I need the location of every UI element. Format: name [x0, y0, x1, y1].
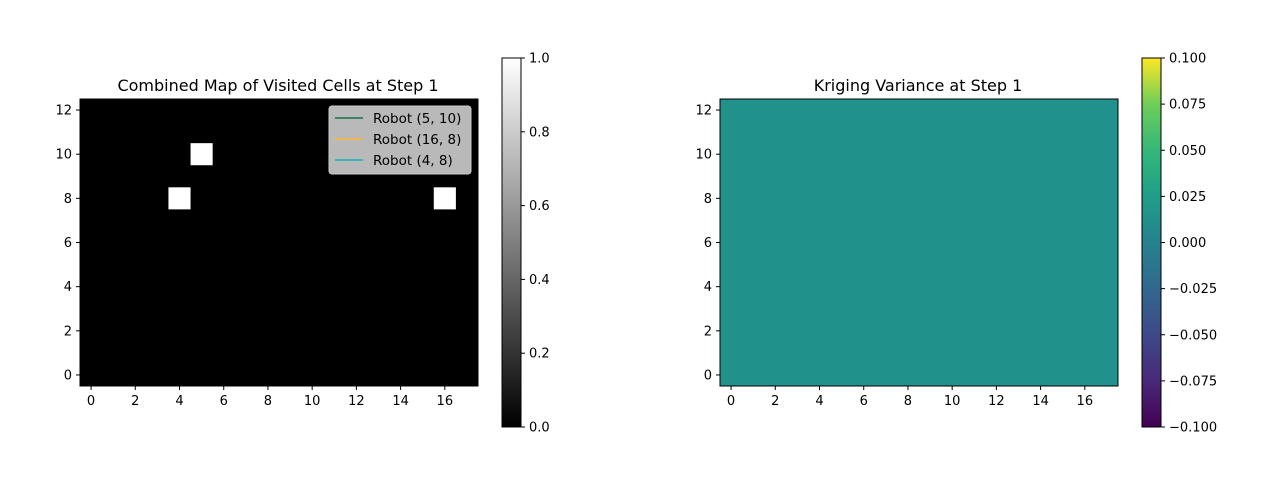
colorbar-tick-label: 0.2: [529, 347, 550, 362]
visited-cell: [190, 143, 213, 166]
colorbar-tick-label: 1.0: [529, 52, 550, 67]
y-tick-label: 6: [704, 236, 712, 251]
y-tick-label: 4: [64, 280, 72, 295]
x-tick-label: 0: [87, 394, 95, 409]
colorbar-tick-label: 0.8: [529, 125, 550, 140]
colorbar-tick-label: 0.4: [529, 273, 550, 288]
colorbar-tick-label: 0.000: [1169, 236, 1206, 251]
y-tick-label: 2: [64, 324, 72, 339]
colorbar: −0.100 −0.075 −0.050 −0.025 0.000 0.025 0.050 0…: [1141, 52, 1217, 436]
colorbar-tick-label: 0.0: [529, 421, 550, 436]
colorbar-tick-label: −0.050: [1169, 328, 1217, 343]
legend: Robot (5, 10) Robot (16, 8) Robot (4, 8): [328, 105, 472, 175]
legend-box: [328, 105, 472, 175]
colorbar-tick-label: 0.100: [1169, 52, 1206, 67]
x-tick-label: 6: [860, 394, 868, 409]
x-tick-label: 0: [727, 394, 735, 409]
kriging-variance-chart: Kriging Variance at Step 1 0 2 4 6 8 10 12 14 16…: [695, 52, 1217, 436]
y-tick-label: 4: [704, 280, 712, 295]
colorbar-tick-label: 0.025: [1169, 190, 1206, 205]
colorbar-tick-label: −0.100: [1169, 421, 1217, 436]
legend-label: Robot (4, 8): [373, 153, 453, 169]
x-tick-label: 16: [437, 394, 454, 409]
legend-label: Robot (16, 8): [373, 132, 461, 148]
y-tick-label: 12: [695, 104, 712, 119]
plot-frame: [719, 98, 1119, 387]
x-tick-label: 4: [175, 394, 183, 409]
y-tick-label: 10: [695, 148, 712, 163]
y-tick-label: 0: [704, 368, 712, 383]
colorbar-tick-label: 0.050: [1169, 144, 1206, 159]
x-tick-label: 8: [264, 394, 272, 409]
legend-label: Robot (5, 10): [373, 111, 461, 127]
x-tick-label: 12: [348, 394, 365, 409]
y-tick-label: 10: [55, 148, 72, 163]
y-tick-label: 8: [704, 192, 712, 207]
colorbar-tick-label: 0.075: [1169, 98, 1206, 113]
x-tick-label: 2: [131, 394, 139, 409]
x-tick-label: 6: [220, 394, 228, 409]
x-tick-label: 14: [1032, 394, 1049, 409]
heatmap-fill: [720, 99, 1118, 386]
x-tick-label: 10: [944, 394, 961, 409]
y-tick-label: 2: [704, 324, 712, 339]
colorbar-tick-label: 0.6: [529, 199, 550, 214]
colorbar: 0.0 0.2 0.4 0.6 0.8 1.0: [501, 52, 550, 436]
y-tick-label: 0: [64, 368, 72, 383]
plot-frame: [79, 98, 479, 387]
colorbar-gradient: [1141, 57, 1162, 428]
x-tick-label: 14: [392, 394, 409, 409]
y-tick-label: 6: [64, 236, 72, 251]
y-tick-label: 12: [55, 104, 72, 119]
visited-cells-chart: Combined Map of Visited Cells at Step 1 …: [55, 52, 549, 436]
chart-title: Combined Map of Visited Cells at Step 1: [117, 76, 438, 95]
y-tick-label: 8: [64, 192, 72, 207]
x-tick-label: 12: [988, 394, 1005, 409]
x-tick-label: 2: [771, 394, 779, 409]
colorbar-tick-label: −0.025: [1169, 282, 1217, 297]
x-tick-label: 4: [815, 394, 823, 409]
visited-cell: [433, 187, 456, 210]
chart-title: Kriging Variance at Step 1: [814, 76, 1023, 95]
x-tick-label: 16: [1077, 394, 1094, 409]
x-tick-label: 10: [304, 394, 321, 409]
colorbar-gradient: [501, 57, 522, 428]
colorbar-tick-label: −0.075: [1169, 374, 1217, 389]
x-tick-label: 8: [904, 394, 912, 409]
visited-cell: [168, 187, 191, 210]
